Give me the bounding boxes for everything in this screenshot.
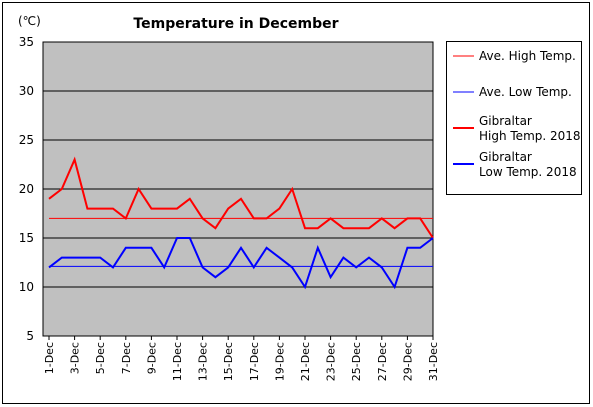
x-tick-label: 5-Dec	[94, 342, 107, 374]
legend-label: High Temp. 2018	[479, 129, 581, 143]
y-tick-label: 30	[19, 84, 34, 98]
y-axis-ticks: 5 10 15 20 25 30 35	[19, 35, 34, 343]
x-tick-label: 17-Dec	[248, 342, 261, 381]
y-tick-label: 25	[19, 133, 34, 147]
x-tick-label: 27-Dec	[376, 342, 389, 381]
y-tick-label: 35	[19, 35, 34, 49]
legend-label: Gibraltar	[479, 150, 532, 164]
x-tick-label: 29-Dec	[401, 342, 414, 381]
chart-title: Temperature in December	[133, 16, 338, 32]
series-line-2	[48, 156, 434, 239]
gridlines	[43, 90, 433, 288]
x-tick-label: 7-Dec	[120, 342, 133, 374]
x-tick-label: 15-Dec	[222, 342, 235, 381]
legend-label: Ave. High Temp.	[479, 49, 576, 63]
y-unit-label: (℃)	[18, 14, 41, 28]
y-tick-label: 10	[19, 280, 34, 294]
legend: Ave. High Temp.Ave. Low Temp.GibraltarHi…	[453, 49, 581, 179]
x-tick-label: 3-Dec	[69, 342, 82, 374]
y-tick-label: 5	[26, 329, 34, 343]
x-tick-label: 23-Dec	[325, 342, 338, 381]
y-tick-label: 15	[19, 231, 34, 245]
x-tick-label: 1-Dec	[43, 342, 56, 374]
x-tick-label: 11-Dec	[171, 342, 184, 381]
legend-label: Ave. Low Temp.	[479, 85, 572, 99]
x-tick-label: 13-Dec	[197, 342, 210, 381]
x-tick-label: 19-Dec	[273, 342, 286, 381]
x-tick-label: 31-Dec	[427, 342, 440, 381]
x-tick-label: 21-Dec	[299, 342, 312, 381]
legend-label: Gibraltar	[479, 114, 532, 128]
series-lines	[48, 156, 434, 290]
legend-box	[446, 41, 582, 195]
legend-label: Low Temp. 2018	[479, 165, 577, 179]
x-tick-label: 9-Dec	[145, 342, 158, 374]
x-tick-label: 25-Dec	[350, 342, 363, 381]
x-axis-ticks: 1-Dec 3-Dec 5-Dec 7-Dec 9-Dec 11-Dec 13-Dec 15-…	[43, 336, 440, 381]
y-tick-label: 20	[19, 182, 34, 196]
series-line-3	[48, 237, 434, 290]
